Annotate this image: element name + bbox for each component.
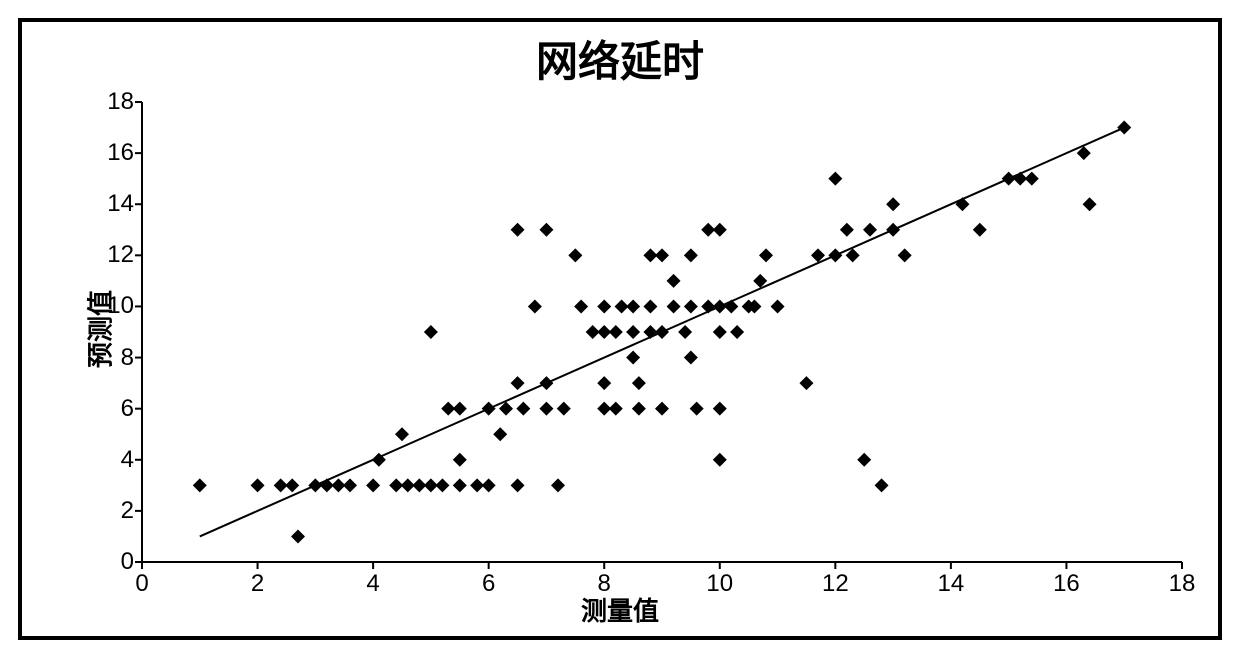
scatter-point <box>684 299 698 313</box>
scatter-point <box>528 299 542 313</box>
scatter-point <box>511 376 525 390</box>
scatter-point <box>840 223 854 237</box>
scatter-point <box>493 427 507 441</box>
scatter-point <box>730 325 744 339</box>
scatter-point <box>863 223 877 237</box>
scatter-point <box>655 248 669 262</box>
scatter-point <box>1083 197 1097 211</box>
y-tick-label: 12 <box>84 241 134 269</box>
scatter-point <box>366 478 380 492</box>
y-tick-label: 14 <box>84 190 134 218</box>
scatter-point <box>626 351 640 365</box>
scatter-point <box>655 325 669 339</box>
scatter-point <box>539 376 553 390</box>
plot-svg <box>142 102 1182 562</box>
scatter-point <box>511 478 525 492</box>
scatter-point <box>713 453 727 467</box>
scatter-point <box>955 197 969 211</box>
scatter-point <box>632 402 646 416</box>
scatter-point <box>343 478 357 492</box>
scatter-point <box>251 478 265 492</box>
y-tick-label: 8 <box>84 344 134 372</box>
scatter-point <box>684 351 698 365</box>
scatter-point <box>875 478 889 492</box>
scatter-point <box>557 402 571 416</box>
scatter-point <box>424 325 438 339</box>
scatter-point <box>597 376 611 390</box>
scatter-point <box>724 299 738 313</box>
scatter-point <box>828 248 842 262</box>
scatter-point <box>667 299 681 313</box>
scatter-point <box>713 402 727 416</box>
scatter-point <box>684 248 698 262</box>
scatter-point <box>626 325 640 339</box>
scatter-point <box>539 223 553 237</box>
chart-border: 网络延时 预测值 024681012141618024681012141618 … <box>18 18 1222 640</box>
y-tick-label: 16 <box>84 139 134 167</box>
scatter-point <box>453 453 467 467</box>
scatter-point <box>551 478 565 492</box>
scatter-point <box>771 299 785 313</box>
scatter-point <box>690 402 704 416</box>
scatter-point <box>667 274 681 288</box>
chart-title: 网络延时 <box>22 28 1218 89</box>
scatter-point <box>453 478 467 492</box>
x-axis-label: 测量值 <box>22 591 1218 628</box>
scatter-point <box>395 427 409 441</box>
scatter-point <box>626 299 640 313</box>
scatter-point <box>799 376 813 390</box>
scatter-point <box>482 478 496 492</box>
y-tick-label: 2 <box>84 497 134 525</box>
y-tick-label: 6 <box>84 395 134 423</box>
scatter-point <box>291 529 305 543</box>
y-tick-label: 0 <box>84 548 134 576</box>
scatter-point <box>828 172 842 186</box>
y-tick-label: 4 <box>84 446 134 474</box>
scatter-point <box>574 299 588 313</box>
scatter-point <box>655 402 669 416</box>
scatter-point <box>886 197 900 211</box>
y-tick-label: 18 <box>84 88 134 116</box>
scatter-point <box>482 402 496 416</box>
scatter-point <box>1117 121 1131 135</box>
scatter-point <box>193 478 207 492</box>
scatter-point <box>632 376 646 390</box>
chart-frame: 网络延时 预测值 024681012141618024681012141618 … <box>0 0 1240 658</box>
scatter-point <box>1025 172 1039 186</box>
scatter-point <box>609 402 623 416</box>
scatter-point <box>516 402 530 416</box>
scatter-point <box>539 402 553 416</box>
scatter-point <box>435 478 449 492</box>
scatter-point <box>759 248 773 262</box>
scatter-point <box>678 325 692 339</box>
scatter-point <box>973 223 987 237</box>
y-tick-label: 10 <box>84 292 134 320</box>
scatter-point <box>453 402 467 416</box>
scatter-point <box>713 223 727 237</box>
scatter-point <box>568 248 582 262</box>
scatter-point <box>597 299 611 313</box>
scatter-point <box>898 248 912 262</box>
scatter-point <box>511 223 525 237</box>
scatter-point <box>886 223 900 237</box>
plot-region: 024681012141618024681012141618 <box>142 102 1182 562</box>
scatter-point <box>857 453 871 467</box>
scatter-point <box>285 478 299 492</box>
scatter-point <box>643 299 657 313</box>
scatter-point <box>609 325 623 339</box>
scatter-point <box>713 325 727 339</box>
